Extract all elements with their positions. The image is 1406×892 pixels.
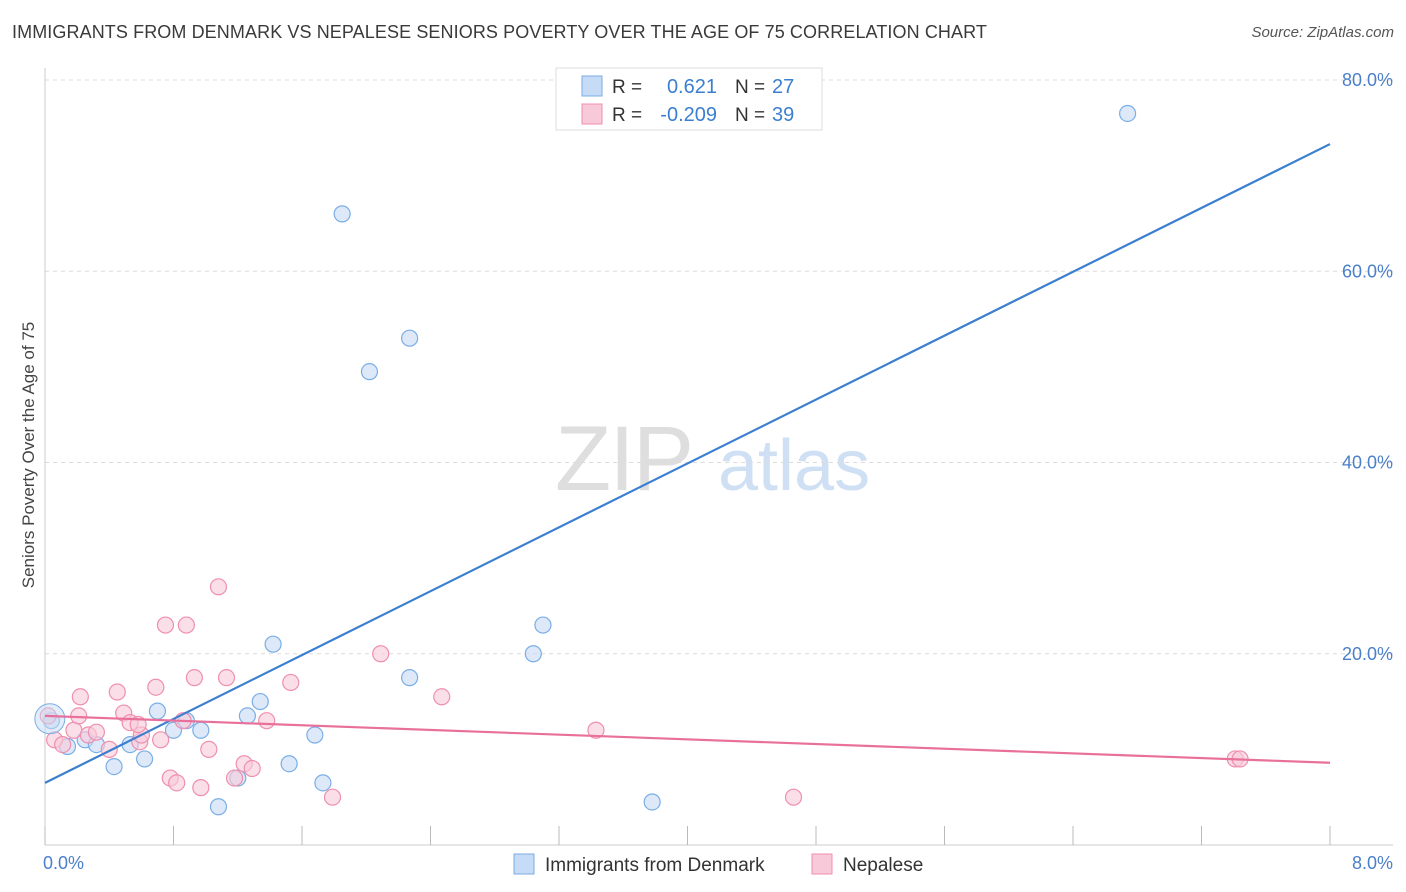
nepalese-point <box>65 721 83 739</box>
nepalese-point <box>258 712 276 730</box>
axes: 20.0% 40.0% 60.0% 80.0% 0.0% 8.0% <box>43 68 1393 873</box>
stats-r-value: -0.209 <box>660 104 717 126</box>
nepalese-point <box>433 688 451 706</box>
watermark: ZIP atlas <box>555 408 870 510</box>
nepalese-point <box>372 645 390 663</box>
stats-box: R = 0.621 N = 27 R = -0.209 N = 39 <box>555 67 823 131</box>
y-tick-label: 60.0% <box>1342 261 1393 281</box>
nepalese-point <box>156 616 175 634</box>
denmark-point <box>643 793 661 811</box>
denmark-point <box>148 702 167 720</box>
nepalese-point <box>147 678 165 696</box>
x-tick-label: 0.0% <box>43 853 84 873</box>
data-points <box>34 104 1249 816</box>
x-tick-label: 8.0% <box>1352 853 1393 873</box>
stats-r-label: R = <box>612 105 642 126</box>
nepalese-point <box>185 669 203 687</box>
nepalese-point <box>152 731 170 749</box>
y-tick-label: 80.0% <box>1342 70 1393 90</box>
nepalese-trendline <box>44 714 1331 764</box>
nepalese-point <box>87 723 106 741</box>
denmark-point <box>306 726 324 744</box>
legend-swatch <box>513 853 535 875</box>
nepalese-point <box>217 669 236 687</box>
denmark-point <box>401 669 419 687</box>
nepalese-point <box>200 740 218 758</box>
denmark-point <box>251 692 269 711</box>
legend-label: Nepalese <box>843 855 923 876</box>
nepalese-point <box>784 788 803 806</box>
nepalese-point <box>282 673 300 692</box>
denmark-point <box>238 707 256 725</box>
nepalese-point <box>323 788 342 806</box>
chart-title: IMMIGRANTS FROM DENMARK VS NEPALESE SENI… <box>12 22 987 42</box>
denmark-point <box>360 363 379 381</box>
stats-r-label: R = <box>612 77 642 98</box>
y-tick-label: 20.0% <box>1342 644 1393 664</box>
nepalese-point <box>108 683 126 701</box>
nepalese-point <box>243 759 261 778</box>
grid-lines <box>45 79 1393 655</box>
denmark-point <box>333 205 351 223</box>
nepalese-point <box>168 774 186 792</box>
denmark-point <box>280 755 298 773</box>
chart-source: Source: ZipAtlas.com <box>1251 24 1394 41</box>
nepalese-point <box>192 779 210 797</box>
stats-n-label: N = <box>735 77 765 98</box>
trend-lines <box>44 143 1331 784</box>
denmark-point <box>209 798 228 816</box>
denmark-point <box>524 645 542 663</box>
denmark-point <box>314 774 332 792</box>
denmark-point <box>534 616 552 634</box>
denmark-point <box>105 757 123 776</box>
nepalese-point <box>587 721 605 739</box>
svg-text:atlas: atlas <box>718 426 870 506</box>
stats-r-value: 0.621 <box>667 76 717 98</box>
legend-label: Immigrants from Denmark <box>545 855 765 876</box>
stats-n-label: N = <box>735 105 765 126</box>
stats-swatch <box>581 75 603 97</box>
y-axis-label: Seniors Poverty Over the Age of 75 <box>19 322 38 588</box>
svg-text:ZIP: ZIP <box>555 408 692 510</box>
nepalese-point <box>54 735 72 754</box>
stats-swatch <box>581 103 603 125</box>
nepalese-point <box>225 769 244 787</box>
denmark-cluster-point <box>34 703 66 735</box>
stats-n-value: 39 <box>772 104 794 126</box>
denmark-point <box>264 635 282 653</box>
legend-swatch <box>811 853 833 875</box>
denmark-point <box>135 750 154 768</box>
legend: Immigrants from Denmark Nepalese <box>513 853 923 876</box>
stats-n-value: 27 <box>772 76 794 98</box>
nepalese-point <box>100 740 118 758</box>
denmark-point <box>1119 104 1137 123</box>
nepalese-point <box>177 616 195 634</box>
denmark-trendline <box>44 143 1331 784</box>
nepalese-point <box>71 688 89 706</box>
denmark-point <box>192 721 210 739</box>
nepalese-point <box>209 578 228 596</box>
denmark-point <box>401 329 419 347</box>
y-tick-label: 40.0% <box>1342 453 1393 473</box>
